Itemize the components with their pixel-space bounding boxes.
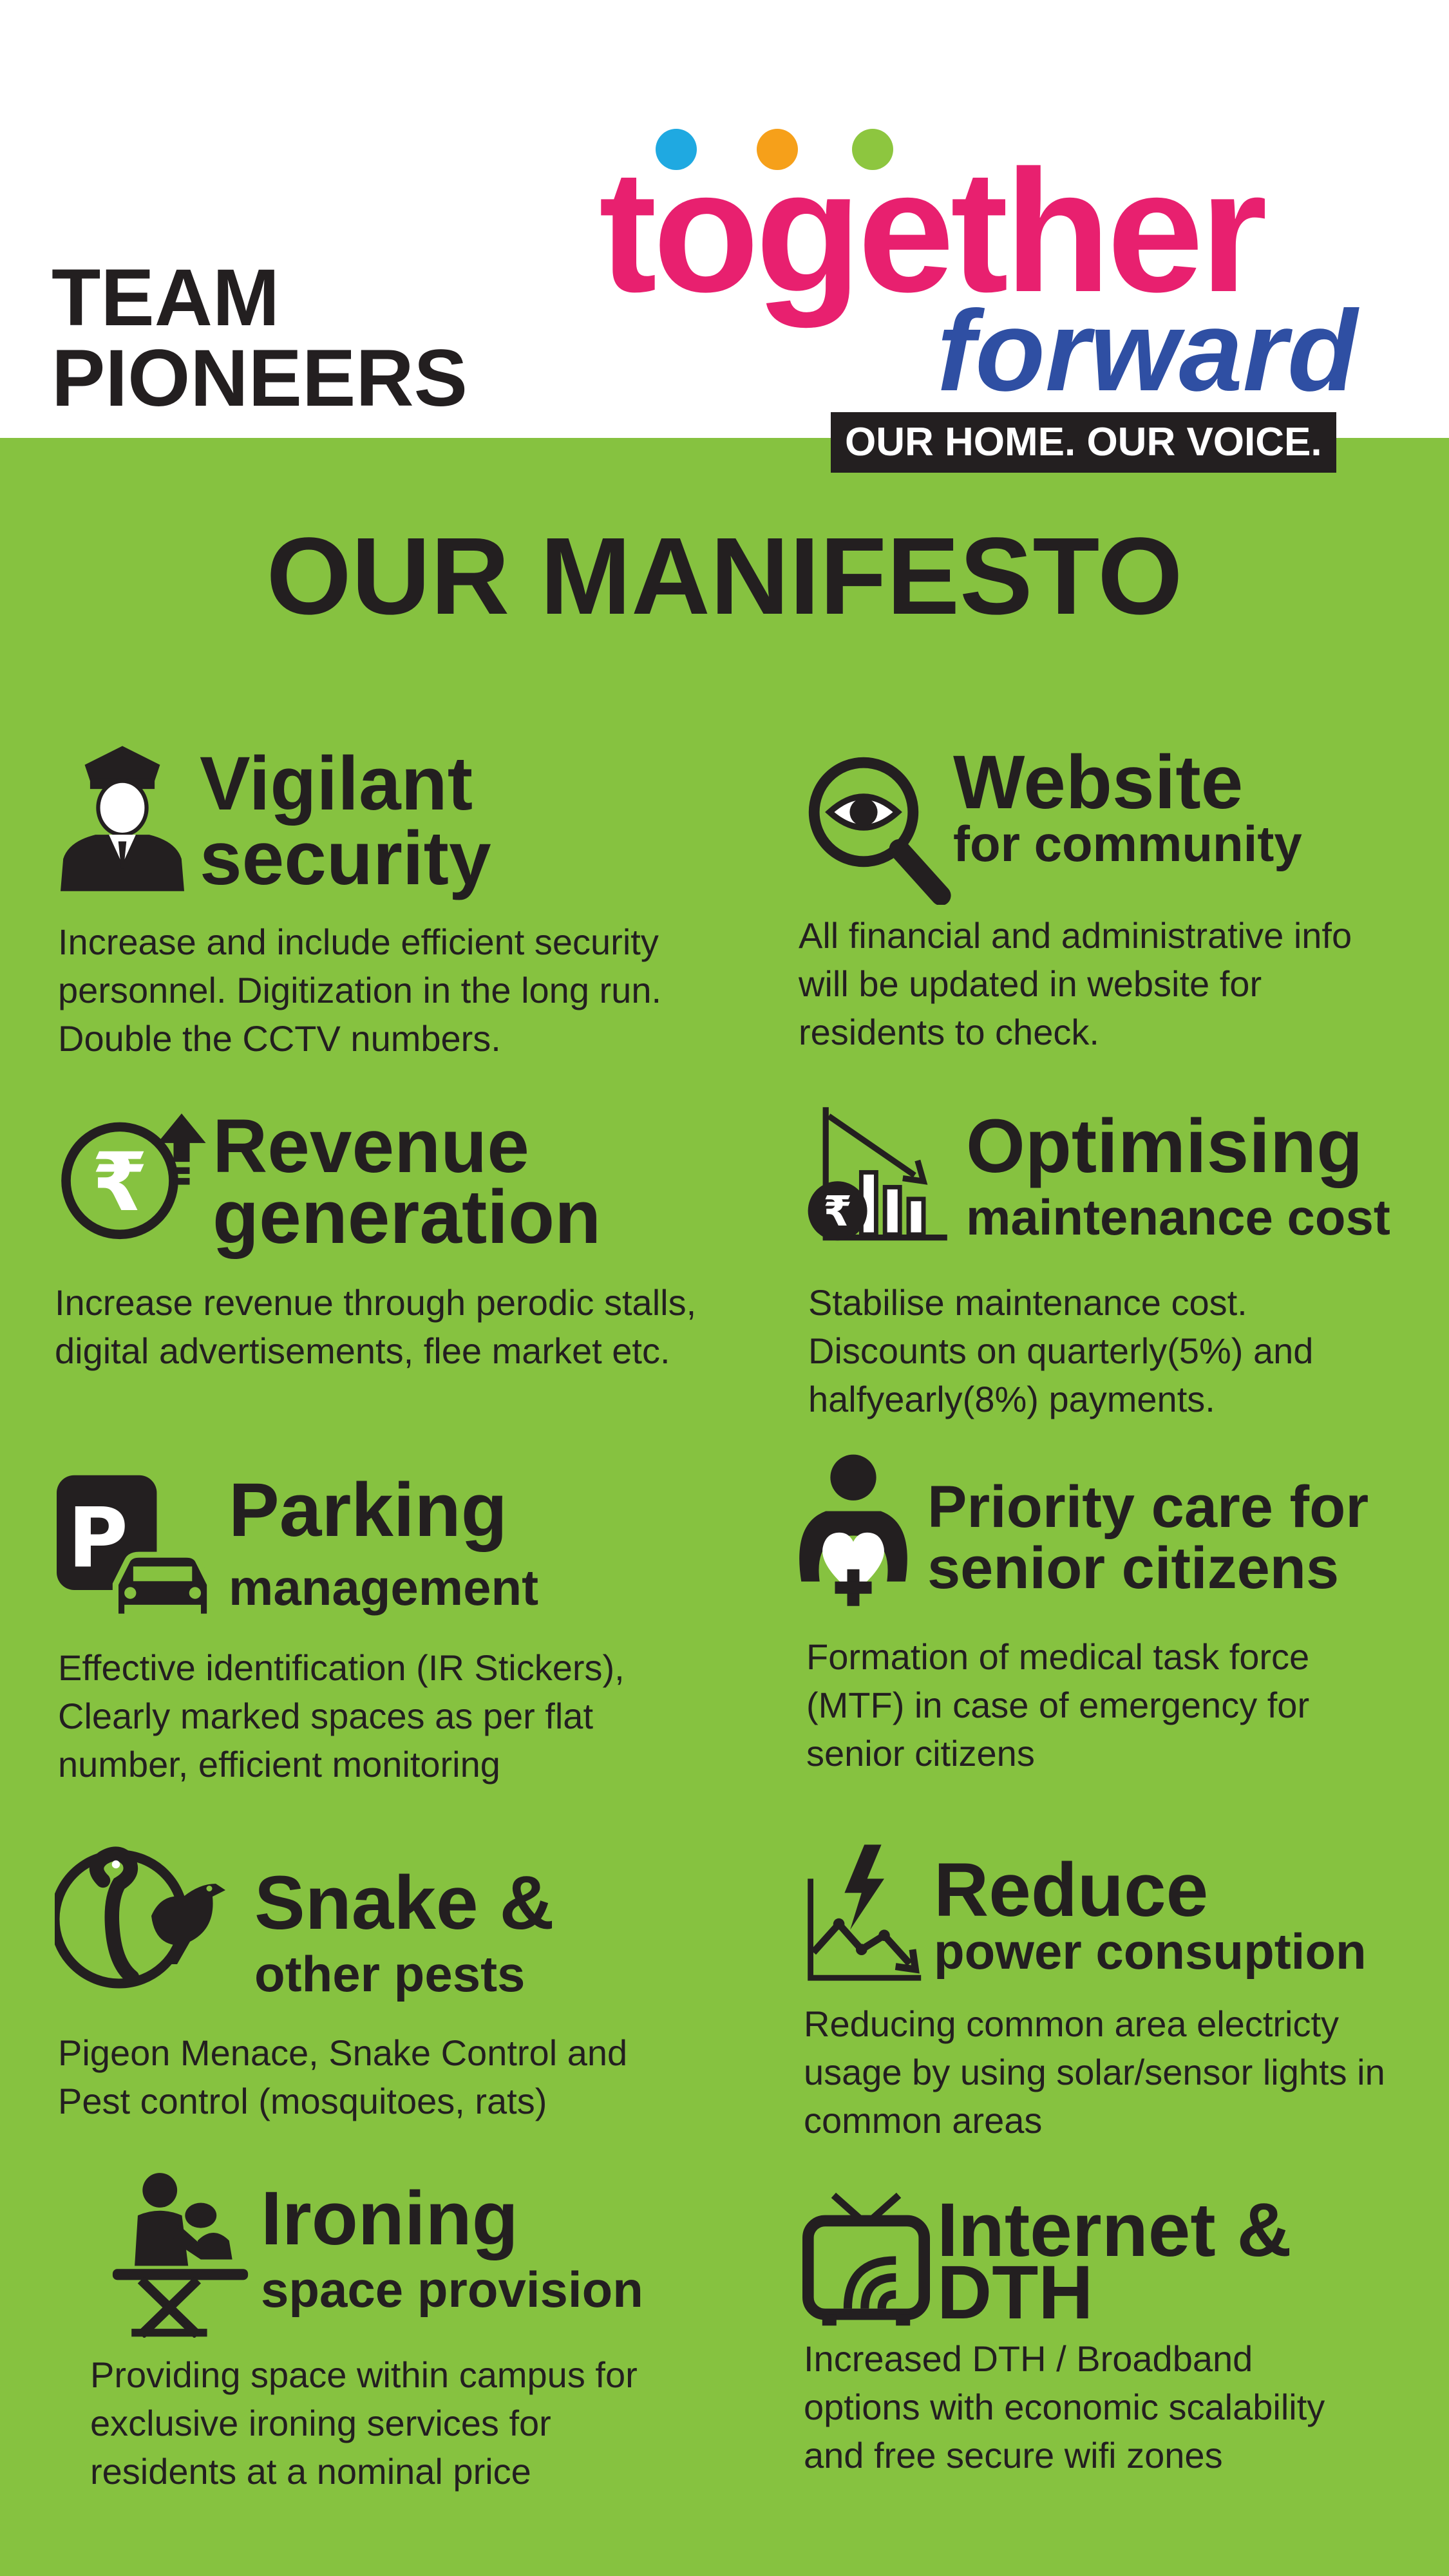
item-revenue-subtitle: generation <box>213 1175 601 1260</box>
care-person-icon <box>792 1452 914 1607</box>
logo-forward: forward <box>937 287 1358 415</box>
ironing-icon <box>109 2170 251 2338</box>
item-parking-title: Parking <box>229 1468 507 1553</box>
item-priority-desc: Formation of medical task force (MTF) in… <box>806 1636 1310 1774</box>
item-priority-subtitle: senior citizens <box>927 1535 1340 1601</box>
item-snake-title: Snake & <box>254 1861 554 1946</box>
item-ironing-desc: Providing space within campus for exclus… <box>90 2354 638 2492</box>
item-website-title: Website <box>953 740 1244 825</box>
item-snake-desc: Pigeon Menace, Snake Control and Pest co… <box>58 2032 628 2121</box>
item-website-desc: All financial and administrative info wi… <box>799 915 1352 1052</box>
item-vigilant-title: Vigilant <box>200 741 473 826</box>
green-background <box>0 438 1449 2576</box>
cost-chart-icon: ₹ <box>805 1101 953 1249</box>
logo-dot-blue <box>656 129 697 170</box>
tagline-banner: OUR HOME. OUR VOICE. <box>831 412 1336 473</box>
item-website-subtitle: for community <box>953 815 1302 872</box>
item-revenue-title: Revenue <box>213 1104 529 1189</box>
manifesto-title: OUR MANIFESTO <box>266 515 1183 638</box>
item-optimising-desc: Stabilise maintenance cost. Discounts on… <box>808 1282 1314 1419</box>
item-internet-desc: Increased DTH / Broadband options with e… <box>804 2338 1325 2476</box>
item-vigilant-subtitle: security <box>200 816 491 901</box>
item-revenue-desc: Increase revenue through perodic stalls,… <box>55 1282 697 1371</box>
item-internet-title: Internet & <box>937 2188 1292 2273</box>
item-reduce-title: Reduce <box>934 1848 1209 1933</box>
team-name: TEAM PIONEERS <box>52 253 468 423</box>
item-reduce-desc: Reducing common area electricty usage by… <box>804 2003 1385 2141</box>
item-ironing-title: Ironing <box>261 2176 518 2261</box>
logo-dot-orange <box>757 129 798 170</box>
logo-together: together <box>599 135 1267 328</box>
item-reduce-subtitle: power consuption <box>934 1923 1367 1980</box>
item-parking-desc: Effective identification (IR Stickers), … <box>58 1647 625 1785</box>
item-vigilant-desc: Increase and include efficient security … <box>58 922 662 1059</box>
svg-text:₹: ₹ <box>91 1135 147 1229</box>
item-optimising-title: Optimising <box>966 1104 1363 1189</box>
parking-car-icon: P <box>57 1475 211 1623</box>
item-snake-subtitle: other pests <box>254 1946 526 2002</box>
rupee-up-icon: ₹ <box>58 1108 213 1243</box>
security-guard-icon <box>55 741 190 895</box>
item-optimising-subtitle: maintenance cost <box>966 1189 1390 1245</box>
tv-wifi-icon <box>802 2190 931 2331</box>
item-ironing-subtitle: space provision <box>261 2261 643 2318</box>
item-internet-subtitle: DTH <box>937 2250 1094 2335</box>
magnifier-eye-icon <box>802 750 956 905</box>
logo-dot-green <box>852 129 893 170</box>
item-priority-title: Priority care for <box>927 1474 1369 1540</box>
snake-pigeon-icon <box>55 1835 235 1996</box>
power-chart-icon <box>802 1842 924 1984</box>
svg-text:₹: ₹ <box>823 1188 852 1236</box>
item-parking-subtitle: management <box>229 1559 539 1616</box>
svg-text:P: P <box>68 1490 128 1586</box>
